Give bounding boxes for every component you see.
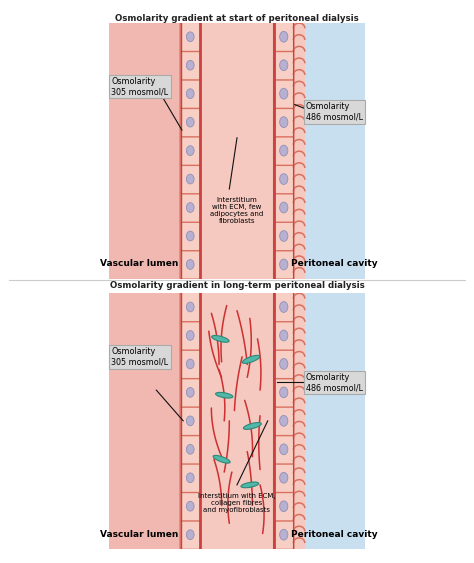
Text: Peritoneal cavity: Peritoneal cavity (291, 530, 378, 539)
FancyBboxPatch shape (180, 193, 201, 222)
FancyBboxPatch shape (273, 51, 294, 80)
FancyBboxPatch shape (273, 491, 294, 521)
Ellipse shape (186, 302, 194, 312)
Ellipse shape (280, 117, 288, 127)
FancyBboxPatch shape (180, 79, 201, 109)
Ellipse shape (280, 174, 288, 185)
Ellipse shape (280, 88, 288, 99)
FancyBboxPatch shape (180, 164, 201, 194)
FancyBboxPatch shape (273, 349, 294, 379)
FancyBboxPatch shape (273, 321, 294, 350)
Ellipse shape (186, 502, 194, 511)
FancyBboxPatch shape (180, 108, 201, 137)
Ellipse shape (280, 330, 288, 341)
FancyBboxPatch shape (273, 463, 294, 493)
FancyBboxPatch shape (273, 164, 294, 194)
Ellipse shape (280, 231, 288, 242)
Ellipse shape (186, 530, 194, 539)
Text: Interstitium with ECM,
collagen fibres
and myofibroblasts: Interstitium with ECM, collagen fibres a… (198, 493, 276, 512)
Text: Interstitium
with ECM, few
adipocy​tes and
fibroblasts: Interstitium with ECM, few adipocy​tes a… (210, 196, 264, 224)
Ellipse shape (280, 145, 288, 156)
FancyBboxPatch shape (273, 520, 294, 549)
FancyBboxPatch shape (180, 349, 201, 379)
Text: Osmolarity gradient at start of peritoneal dialysis: Osmolarity gradient at start of peritone… (115, 14, 359, 23)
FancyBboxPatch shape (180, 491, 201, 521)
Ellipse shape (280, 472, 288, 483)
FancyBboxPatch shape (180, 463, 201, 493)
FancyBboxPatch shape (180, 520, 201, 549)
Ellipse shape (212, 336, 229, 342)
FancyBboxPatch shape (180, 221, 201, 251)
Text: Peritoneal cavity: Peritoneal cavity (291, 260, 378, 269)
FancyBboxPatch shape (273, 435, 294, 464)
Bar (181, 23, 305, 279)
Ellipse shape (186, 416, 194, 426)
Text: Osmolarity
305 mosmol/L: Osmolarity 305 mosmol/L (111, 77, 169, 96)
Ellipse shape (280, 259, 288, 270)
Ellipse shape (186, 387, 194, 397)
Ellipse shape (186, 60, 194, 70)
Ellipse shape (186, 330, 194, 340)
FancyBboxPatch shape (273, 250, 294, 279)
Ellipse shape (186, 231, 194, 241)
Bar (305, 293, 365, 549)
FancyBboxPatch shape (180, 136, 201, 166)
Ellipse shape (186, 174, 194, 184)
Text: Osmolarity
305 mosmol/L: Osmolarity 305 mosmol/L (111, 347, 169, 367)
Ellipse shape (242, 355, 260, 363)
Ellipse shape (186, 473, 194, 482)
FancyBboxPatch shape (180, 51, 201, 80)
Ellipse shape (186, 32, 194, 42)
FancyBboxPatch shape (273, 79, 294, 109)
Ellipse shape (244, 422, 261, 430)
FancyBboxPatch shape (273, 221, 294, 251)
FancyBboxPatch shape (180, 378, 201, 407)
FancyBboxPatch shape (180, 321, 201, 350)
FancyBboxPatch shape (273, 22, 294, 51)
Bar (305, 23, 365, 279)
Ellipse shape (280, 32, 288, 42)
FancyBboxPatch shape (273, 406, 294, 436)
Ellipse shape (186, 203, 194, 212)
FancyBboxPatch shape (180, 292, 201, 321)
Ellipse shape (280, 359, 288, 369)
Ellipse shape (280, 444, 288, 455)
Ellipse shape (280, 202, 288, 213)
Text: Vascular lumen: Vascular lumen (100, 260, 179, 269)
Bar (181, 293, 305, 549)
Ellipse shape (186, 260, 194, 269)
FancyBboxPatch shape (273, 108, 294, 137)
Ellipse shape (216, 392, 233, 398)
Text: Osmolarity
486 mosmol/L: Osmolarity 486 mosmol/L (306, 373, 363, 392)
Ellipse shape (186, 444, 194, 454)
Bar (109, 293, 181, 549)
Ellipse shape (280, 529, 288, 540)
Ellipse shape (280, 501, 288, 512)
FancyBboxPatch shape (180, 22, 201, 51)
Text: Vascular lumen: Vascular lumen (100, 530, 179, 539)
FancyBboxPatch shape (273, 136, 294, 166)
Ellipse shape (280, 387, 288, 397)
FancyBboxPatch shape (180, 435, 201, 464)
Ellipse shape (186, 117, 194, 127)
FancyBboxPatch shape (180, 250, 201, 279)
Ellipse shape (241, 482, 259, 488)
FancyBboxPatch shape (273, 292, 294, 321)
Ellipse shape (280, 415, 288, 426)
Ellipse shape (186, 146, 194, 155)
Ellipse shape (186, 89, 194, 99)
Ellipse shape (280, 302, 288, 312)
FancyBboxPatch shape (273, 378, 294, 407)
Ellipse shape (280, 60, 288, 70)
Ellipse shape (186, 359, 194, 369)
FancyBboxPatch shape (180, 406, 201, 436)
Text: Osmolarity
486 mosmol/L: Osmolarity 486 mosmol/L (306, 102, 363, 122)
Ellipse shape (213, 455, 230, 463)
FancyBboxPatch shape (273, 193, 294, 222)
Text: Osmolarity gradient in long-term peritoneal dialysis: Osmolarity gradient in long-term periton… (109, 282, 365, 291)
Bar (109, 23, 181, 279)
